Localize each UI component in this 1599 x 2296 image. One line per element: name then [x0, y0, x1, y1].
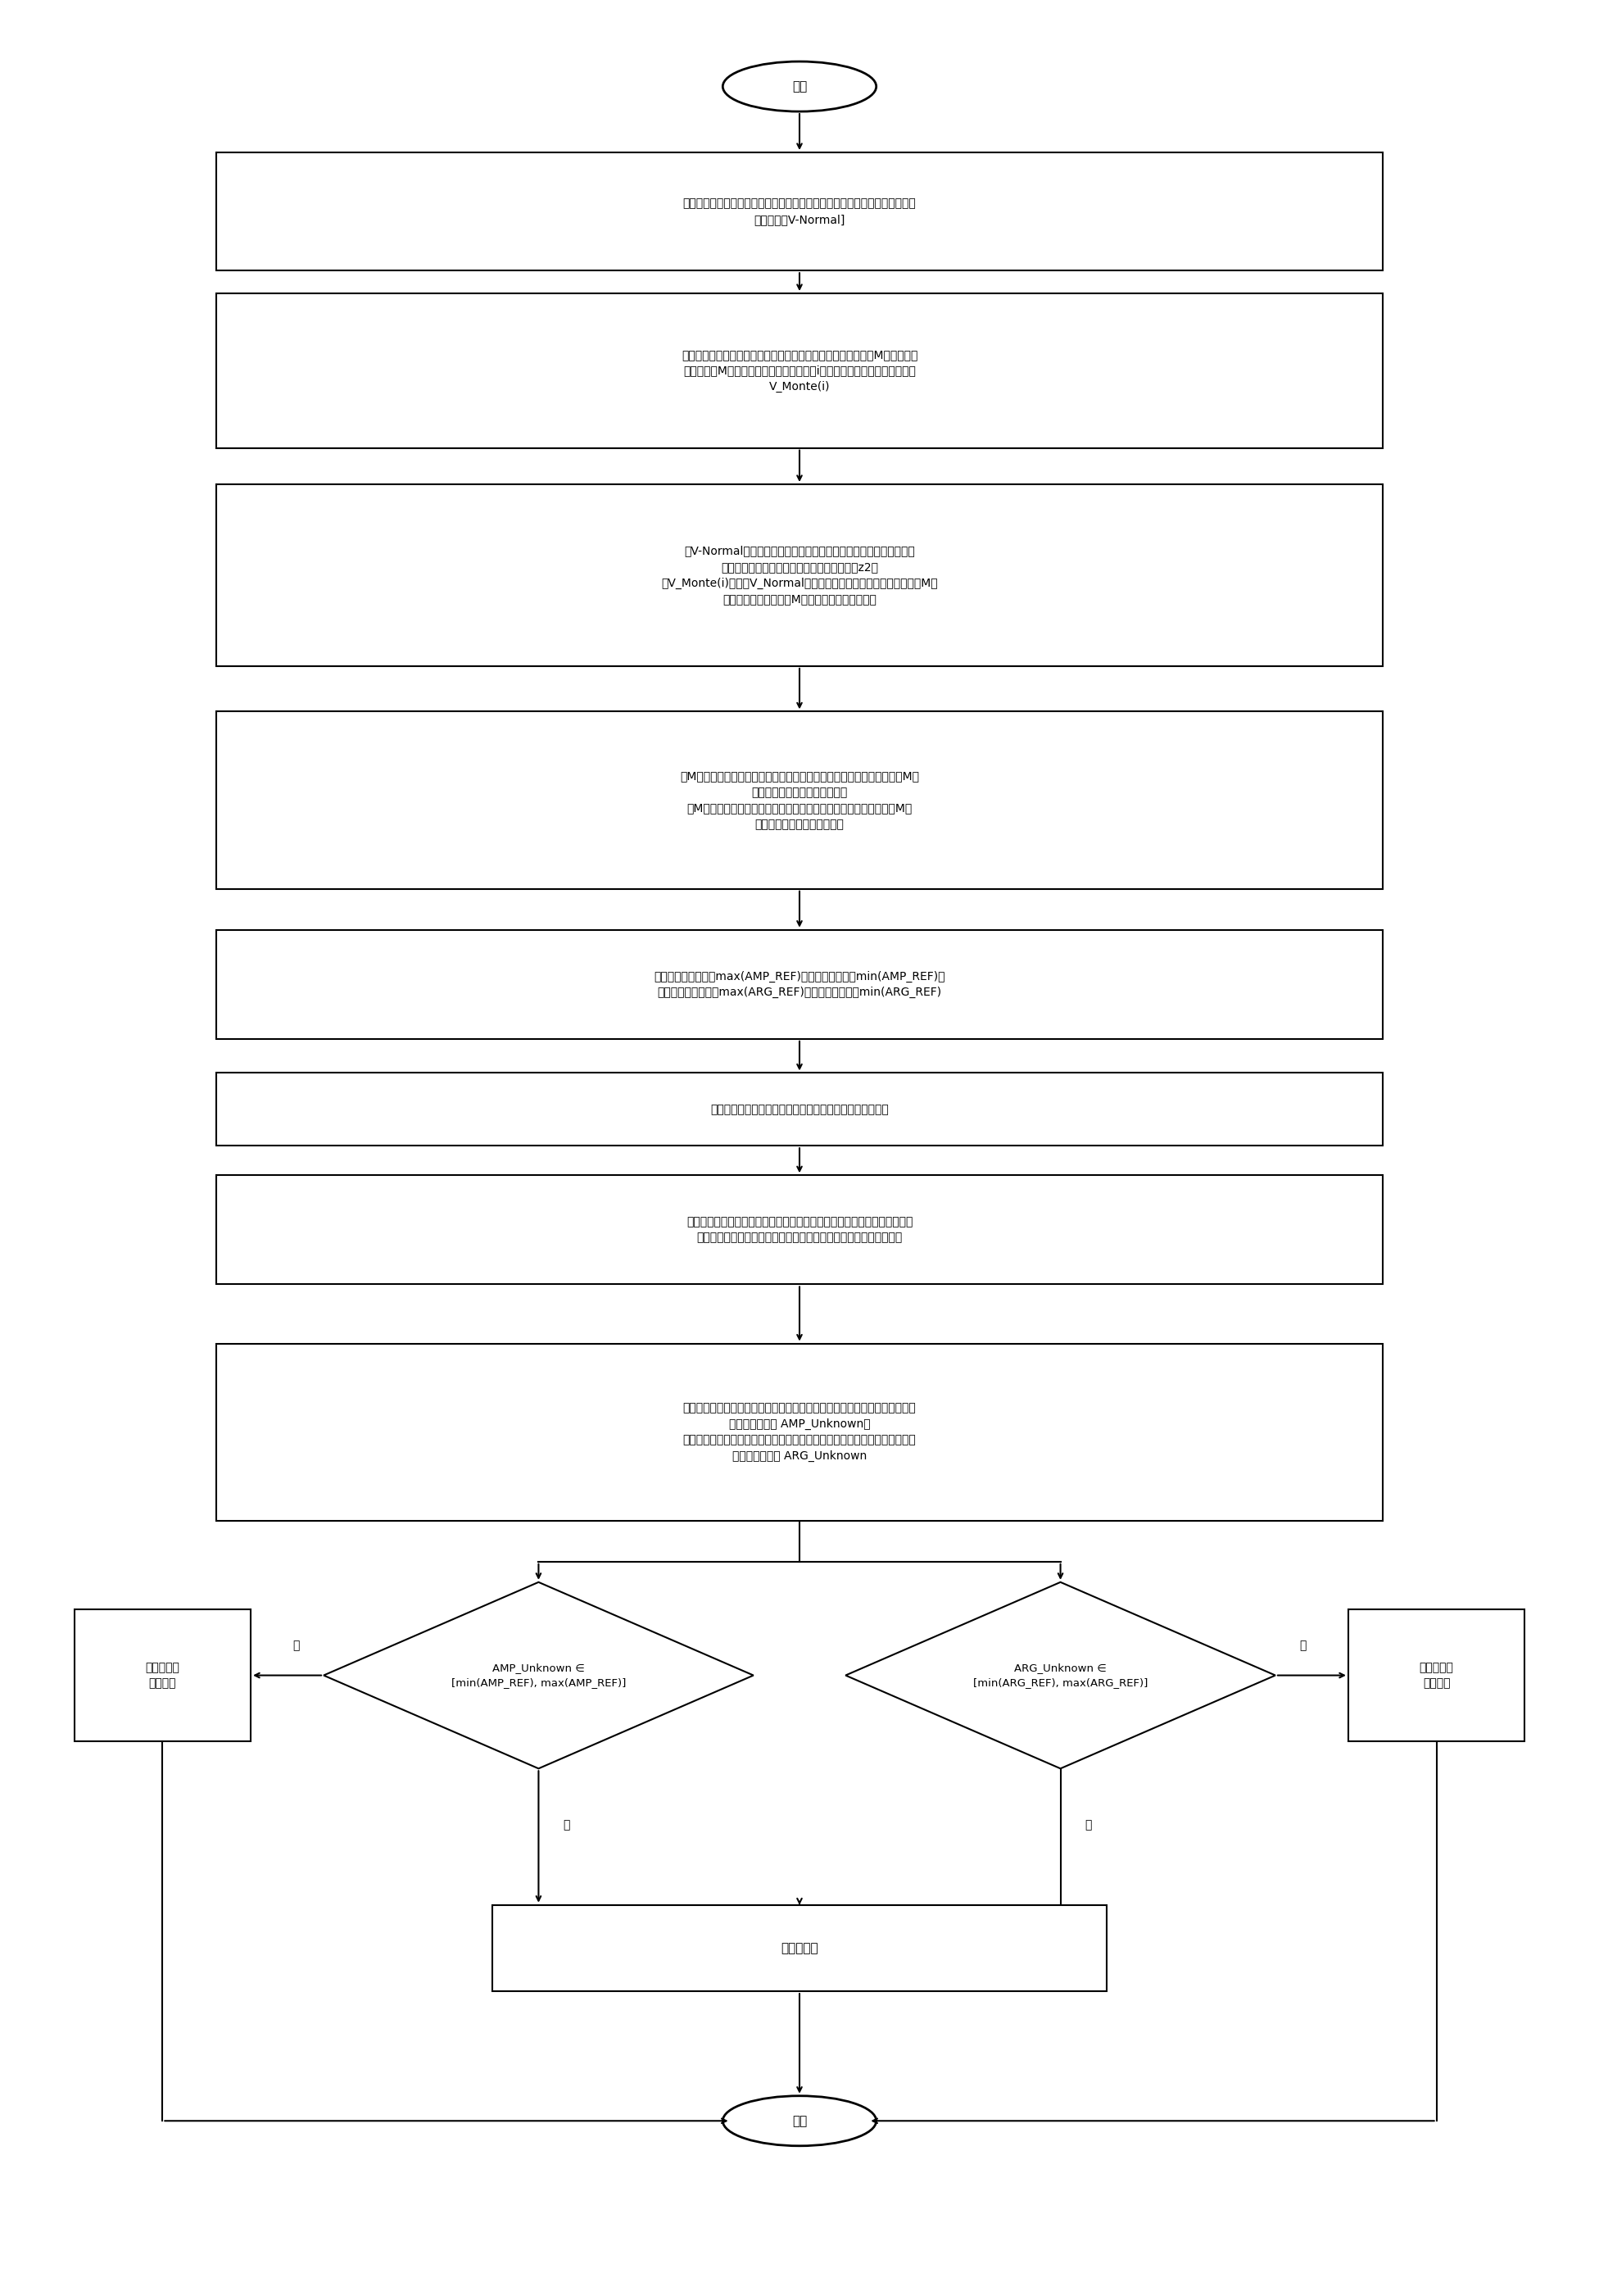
Bar [216, 1072, 1383, 1146]
Text: 是: 是 [1084, 1821, 1092, 1832]
Bar [216, 294, 1383, 448]
Text: AMP_Unknown ∈
[min(AMP_REF), max(AMP_REF)]: AMP_Unknown ∈ [min(AMP_REF), max(AMP_REF… [451, 1662, 625, 1688]
Polygon shape [323, 1582, 753, 1768]
Bar [216, 484, 1383, 666]
Text: 对V-Normal进行复小波变换，提取幅感信息，得到不同频率尺度下的
幅相对幅度参考值序列和幅对相位参考值序列z2；
将V_Monte(i)分别对V_Norma: 对V-Normal进行复小波变换，提取幅感信息，得到不同频率尺度下的 幅相对幅度… [662, 546, 937, 604]
Text: 在被测模拟电路的各个元器件标称参数容差范围内，对电路进行M次蒙特卡洛
仿真，得到M个电路输出响应序列，其中第i次仿真的电路输出响应序列记为
V_Monte(i): 在被测模拟电路的各个元器件标称参数容差范围内，对电路进行M次蒙特卡洛 仿真，得到… [681, 349, 918, 393]
Text: 电路有相对
幅度故障: 电路有相对 幅度故障 [146, 1662, 179, 1690]
Bar [216, 712, 1383, 889]
Bar [216, 152, 1383, 271]
Text: ARG_Unknown ∈
[min(ARG_REF), max(ARG_REF)]: ARG_Unknown ∈ [min(ARG_REF), max(ARG_REF… [974, 1662, 1148, 1688]
Bar [216, 930, 1383, 1038]
Text: 对M个相对幅度仿真值序列分别与相对幅度参考值序列进行归一化，得到M个
正常电路输出响应相对幅度值；
对M个相对相位仿真值序列与相对相位参考值序列进行归一化，得到: 对M个相对幅度仿真值序列分别与相对幅度参考值序列进行归一化，得到M个 正常电路输… [680, 771, 919, 829]
Bar [74, 1609, 251, 1740]
Text: 电路有相对
相位故障: 电路有相对 相位故障 [1420, 1662, 1453, 1690]
Text: 对未知故障电路进行实测，得到未知电路实测输出响应序列: 对未知故障电路进行实测，得到未知电路实测输出响应序列 [710, 1104, 889, 1116]
Text: 将实测相对幅度值序列与幅对幅度参考值序列进行归一化，得到未知电路输出
响应相对幅度量 AMP_Unknown；
将实测相对相位值序列与幅对相位参考值序列进行归一: 将实测相对幅度值序列与幅对幅度参考值序列进行归一化，得到未知电路输出 响应相对幅… [683, 1403, 916, 1463]
Text: 将标称参数下电路输出响应序列与未知电路实测输出响应序列进行复小波变
换，获取幅感信息，得到实测对应幅度序列和实测相对相位值序列。: 将标称参数下电路输出响应序列与未知电路实测输出响应序列进行复小波变 换，获取幅感… [686, 1217, 913, 1244]
Bar [492, 1906, 1107, 1991]
Text: 获得最大相对幅度值max(AMP_REF)和最小相对幅度值min(AMP_REF)；
获得最大相对相位值max(ARG_REF)和最小相对相位值min(ARG_: 获得最大相对幅度值max(AMP_REF)和最小相对幅度值min(AMP_REF… [654, 971, 945, 999]
Bar [1348, 1609, 1525, 1740]
Text: 电路无故障: 电路无故障 [780, 1942, 819, 1954]
Text: 否: 否 [293, 1639, 299, 1651]
Text: 是: 是 [563, 1821, 569, 1832]
Bar [216, 1343, 1383, 1520]
Text: 否: 否 [1300, 1639, 1306, 1651]
Bar [216, 1176, 1383, 1283]
Text: 结束: 结束 [792, 2115, 807, 2126]
Ellipse shape [723, 62, 876, 113]
Text: 开始: 开始 [792, 80, 807, 92]
Polygon shape [846, 1582, 1276, 1768]
Text: 将被测模拟电路的各个元器件参数设为标称参数，负责得到标称参数下电路输
出响应序列V-Normal]: 将被测模拟电路的各个元器件参数设为标称参数，负责得到标称参数下电路输 出响应序列… [683, 197, 916, 225]
Ellipse shape [723, 2096, 876, 2147]
